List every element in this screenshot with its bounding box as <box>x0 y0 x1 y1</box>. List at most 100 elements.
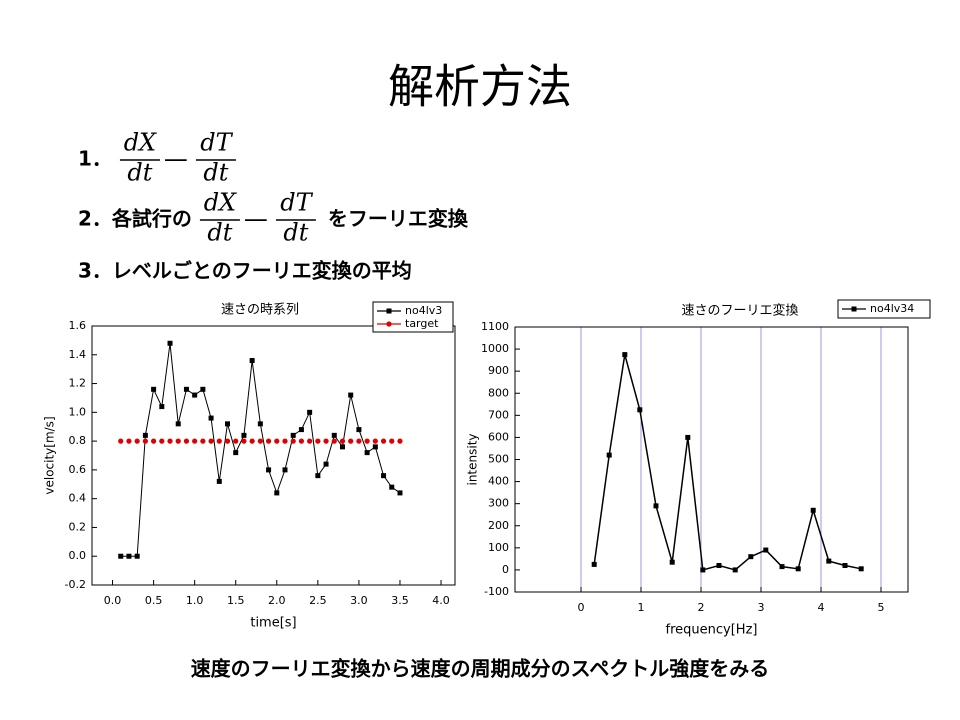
point <box>372 444 378 450</box>
y-tick-label: 1.6 <box>69 319 87 332</box>
point <box>298 438 305 444</box>
point <box>389 484 395 490</box>
point <box>795 566 801 572</box>
point <box>151 386 157 392</box>
x-tick-label: 2.5 <box>309 594 327 607</box>
point <box>858 566 864 572</box>
y-tick-label: 0.6 <box>69 463 87 476</box>
point <box>779 564 785 570</box>
x-tick-label: 0.0 <box>104 594 122 607</box>
point <box>397 490 403 496</box>
chart: 速さのフーリエ変換 0 1 2 3 4 5 -100 0 100 200 300 400 500 600 70… <box>466 299 931 638</box>
y-tick-label: -100 <box>484 585 509 598</box>
point <box>669 559 675 565</box>
y-tick-label: 1.0 <box>69 405 87 418</box>
x-tick-label: 3.0 <box>350 594 368 607</box>
series-line <box>593 354 862 571</box>
formula-operator: — <box>164 145 188 173</box>
y-tick-label: 0.4 <box>69 492 87 505</box>
x-tick-label: 1.5 <box>227 594 245 607</box>
point <box>266 467 272 473</box>
point <box>233 450 239 456</box>
legend-marker <box>386 308 392 314</box>
item-text: 3．レベルごとのフーリエ変換の平均 <box>78 259 412 283</box>
y-tick-label: 700 <box>488 408 509 421</box>
point <box>331 438 337 444</box>
y-tick-label: 1.2 <box>69 377 87 390</box>
y-tick-label: 1000 <box>481 342 509 355</box>
y-tick-label: -0.2 <box>65 578 86 591</box>
legend-label: no4lv3 <box>405 304 442 317</box>
x-tick-label: 0 <box>578 601 585 614</box>
point <box>216 438 222 444</box>
y-tick-label: 0.8 <box>69 434 87 447</box>
legend-box <box>372 301 454 333</box>
caption: 速度のフーリエ変換から速度の周期成分のスペクトル強度をみる <box>191 657 770 681</box>
point <box>249 438 255 444</box>
point <box>685 434 691 440</box>
x-tick-label: 0.5 <box>145 594 163 607</box>
y-tick-label: 1.4 <box>69 348 87 361</box>
point <box>225 421 231 427</box>
point <box>134 553 140 559</box>
point <box>249 358 255 364</box>
formula-numerator: dT <box>280 189 313 217</box>
point <box>339 438 346 444</box>
x-tick-label: 1.0 <box>186 594 204 607</box>
formula-denominator: dt <box>283 219 308 247</box>
point <box>265 438 272 444</box>
point <box>348 438 354 444</box>
point <box>167 340 173 346</box>
point <box>315 438 321 444</box>
point <box>323 438 329 444</box>
point <box>364 438 370 444</box>
point <box>274 438 280 444</box>
x-tick-label: 1 <box>638 601 645 614</box>
y-tick-label: 1100 <box>481 320 509 333</box>
point <box>159 438 165 444</box>
point <box>134 438 140 444</box>
point <box>606 452 612 458</box>
legend-marker <box>851 306 857 312</box>
x-tick-label: 2 <box>698 601 705 614</box>
point <box>257 421 263 427</box>
point <box>364 450 370 456</box>
point <box>763 547 769 553</box>
point <box>200 386 206 392</box>
y-tick-label: 0 <box>502 563 509 576</box>
point <box>142 438 148 444</box>
point <box>290 432 296 438</box>
point <box>748 554 754 560</box>
x-tick-label: 4.0 <box>432 594 450 607</box>
point <box>200 438 206 444</box>
point <box>126 553 132 559</box>
point <box>307 409 313 415</box>
point <box>381 473 387 479</box>
y-tick-label: 100 <box>488 541 509 554</box>
y-tick-label: 200 <box>488 519 509 532</box>
formula-numerator: dX <box>204 189 237 217</box>
point <box>339 444 345 450</box>
point <box>380 438 387 444</box>
point <box>208 438 214 444</box>
formula-denominator: dt <box>127 159 152 187</box>
y-tick-label: 0.2 <box>69 520 87 533</box>
formula-operator: — <box>244 205 268 233</box>
point <box>208 415 214 421</box>
formula-denominator: dt <box>203 159 228 187</box>
point <box>183 386 189 392</box>
x-axis-label: frequency[Hz] <box>666 623 758 638</box>
point <box>323 461 329 467</box>
point <box>257 438 263 444</box>
point <box>842 563 848 568</box>
point <box>653 503 659 509</box>
point <box>356 438 362 444</box>
point <box>216 478 222 484</box>
point <box>591 561 597 567</box>
item-text: 1． <box>78 147 112 171</box>
y-axis-label: intensity <box>466 433 480 485</box>
point <box>150 438 157 444</box>
y-tick-label: 300 <box>488 497 509 510</box>
point <box>192 392 198 398</box>
